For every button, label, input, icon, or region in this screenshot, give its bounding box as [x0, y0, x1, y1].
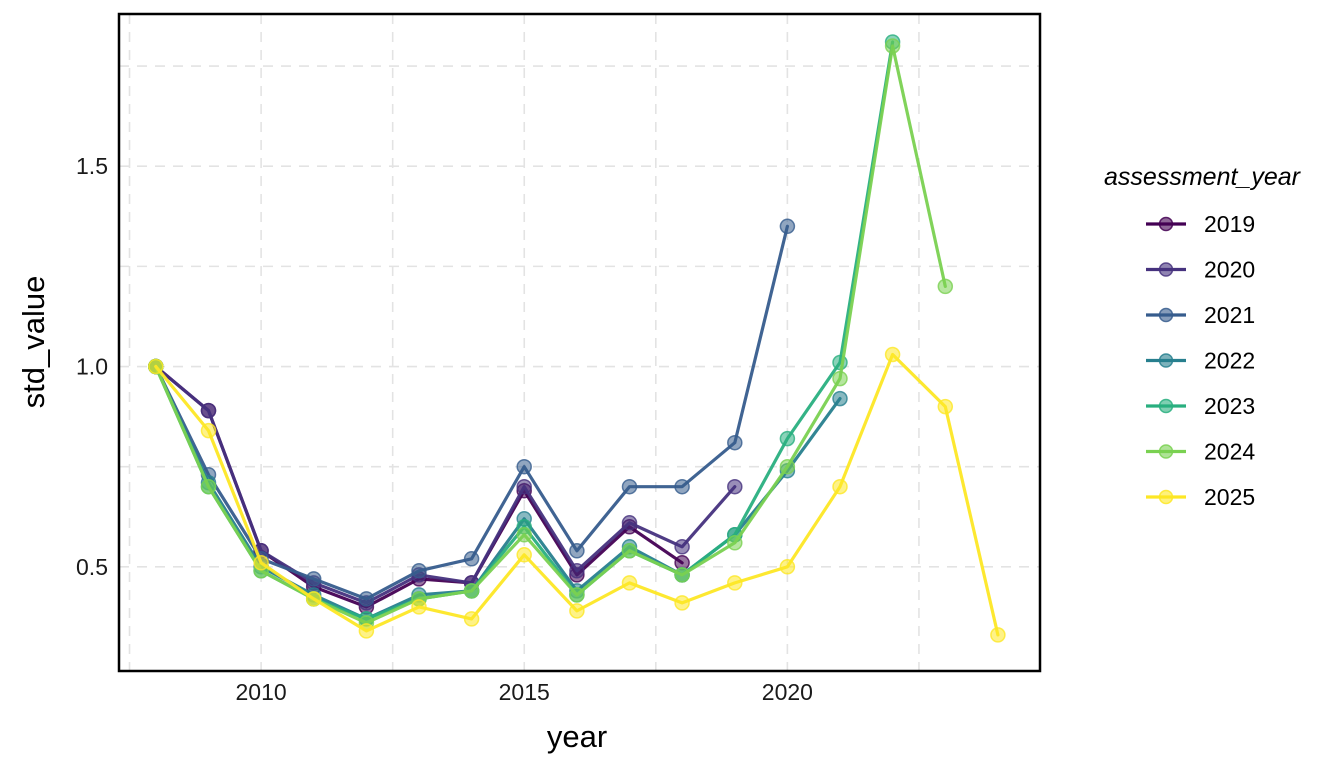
legend-key-point	[1158, 216, 1174, 232]
series-point-2025	[621, 575, 638, 591]
legend-label: 2025	[1204, 484, 1255, 510]
x-tick-label: 2015	[499, 679, 550, 705]
series-point-2025	[569, 603, 585, 619]
series-point-2025	[674, 595, 690, 611]
series-point-2021	[358, 591, 375, 607]
legend-key-point	[1158, 444, 1174, 459]
legend-entry-2019: 2019	[1146, 211, 1255, 237]
series-point-2023	[779, 430, 796, 447]
series-point-2021	[463, 551, 480, 567]
series-point-2020	[727, 478, 743, 495]
legend: 2019 2020 2021 2022 2023 2024 2025	[1146, 211, 1255, 510]
series-point-2020	[200, 402, 217, 419]
series-point-2024	[937, 278, 954, 295]
series-point-2024	[779, 458, 796, 475]
series-point-2025	[463, 611, 480, 627]
series-point-2024	[832, 370, 848, 387]
legend-label: 2024	[1204, 439, 1255, 465]
series-point-2021	[516, 458, 532, 475]
series-point-2024	[727, 535, 743, 551]
panel-border	[117, 12, 1042, 673]
series-point-2025	[148, 358, 164, 375]
legend-title: assessment_year	[1104, 163, 1302, 191]
series-point-2025	[358, 623, 375, 639]
legend-label: 2022	[1204, 348, 1255, 374]
series-point-2021	[674, 478, 690, 495]
legend-key-point	[1158, 307, 1174, 323]
series-line-2024	[154, 44, 947, 625]
legend-entry-2023: 2023	[1146, 393, 1255, 419]
series-point-2025	[832, 478, 848, 495]
series-layer	[148, 34, 1006, 643]
y-tick-label: 1.0	[76, 354, 108, 380]
series-point-2024	[621, 543, 638, 559]
series-point-2024	[200, 478, 217, 495]
series-point-2025	[305, 591, 322, 607]
y-axis-title: std_value	[16, 276, 51, 409]
legend-entry-2020: 2020	[1146, 257, 1255, 283]
series-point-2024	[463, 583, 480, 599]
series-line-2020	[154, 364, 737, 605]
series-point-2021	[779, 218, 796, 235]
series-point-2021	[727, 434, 743, 451]
series-point-2025	[990, 627, 1006, 643]
series-point-2024	[674, 567, 690, 583]
legend-label: 2021	[1204, 302, 1255, 328]
legend-key-point	[1158, 353, 1174, 368]
series-point-2020	[569, 563, 585, 579]
y-tick-label: 1.5	[76, 153, 108, 179]
series-point-2020	[674, 539, 690, 555]
series-point-2021	[569, 543, 585, 559]
series-point-2025	[727, 575, 743, 591]
series-2024	[148, 38, 954, 631]
gridlines	[119, 14, 1040, 671]
series-2020	[148, 358, 743, 611]
series-point-2020	[516, 478, 532, 495]
series-point-2025	[253, 555, 269, 571]
tick-labels: 2010 2015 2020 0.5 1.0 1.5	[76, 153, 813, 705]
legend-key-point	[1158, 262, 1174, 277]
series-point-2021	[305, 571, 322, 587]
series-2025	[148, 346, 1006, 643]
series-point-2022	[832, 390, 848, 407]
series-point-2024	[516, 527, 532, 543]
series-point-2025	[937, 398, 954, 415]
legend-entry-2021: 2021	[1146, 302, 1255, 328]
legend-entry-2022: 2022	[1146, 348, 1255, 374]
series-point-2024	[884, 38, 901, 54]
x-tick-label: 2020	[762, 679, 813, 705]
series-point-2025	[779, 559, 796, 575]
series-point-2020	[621, 515, 638, 531]
series-point-2021	[411, 563, 427, 579]
series-line-2021	[154, 224, 789, 601]
legend-label: 2020	[1204, 257, 1255, 283]
series-point-2025	[516, 547, 532, 563]
legend-key-point	[1158, 489, 1174, 505]
legend-entry-2025: 2025	[1146, 484, 1255, 510]
series-point-2024	[569, 587, 585, 603]
series-point-2025	[411, 599, 427, 615]
legend-label: 2023	[1204, 393, 1255, 419]
series-point-2021	[621, 478, 638, 495]
x-tick-label: 2010	[236, 679, 287, 705]
legend-label: 2019	[1204, 211, 1255, 237]
x-axis-title: year	[547, 719, 607, 754]
series-point-2025	[200, 422, 217, 439]
legend-key-point	[1158, 398, 1174, 414]
series-point-2025	[884, 346, 901, 363]
y-tick-label: 0.5	[76, 554, 108, 580]
legend-entry-2024: 2024	[1146, 439, 1255, 465]
